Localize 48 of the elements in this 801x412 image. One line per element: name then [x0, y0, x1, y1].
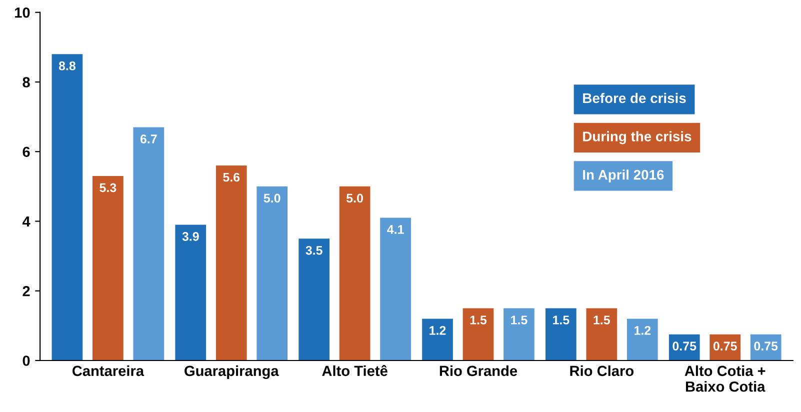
data-label: 5.0: [346, 194, 363, 203]
bar: [504, 308, 534, 360]
data-label: 1.5: [594, 316, 610, 324]
x-tick-label: Rio Claro: [570, 365, 634, 376]
bar: [256, 186, 288, 360]
bar: [546, 308, 576, 360]
data-label: 3.9: [182, 232, 199, 241]
x-tick-label: Guarapiranga: [184, 365, 279, 380]
data-label: 3.5: [306, 246, 322, 255]
data-label: 0.75: [754, 342, 778, 351]
y-tick-label: 8: [22, 77, 30, 88]
data-label: 8.8: [58, 61, 76, 70]
text: In April 2016: [583, 170, 664, 182]
bar: [380, 218, 411, 360]
data-label: 0.75: [672, 342, 696, 351]
bar: [586, 308, 618, 360]
data-label: 6.7: [140, 134, 157, 144]
x-tick-label: Alto Cotia + Baixo Cotia: [684, 365, 766, 392]
bar: [422, 318, 453, 360]
bar: [339, 186, 370, 360]
bar: [462, 308, 494, 360]
bar: [298, 238, 330, 360]
y-tick-label: 10: [15, 7, 30, 18]
data-label: 5.0: [264, 194, 280, 203]
x-tick-label: Cantareira: [72, 365, 144, 376]
x-tick-label: Alto Tietê: [322, 365, 388, 376]
data-label: 1.5: [553, 316, 570, 324]
y-tick-label: 4: [22, 216, 30, 227]
bar: [626, 318, 658, 360]
data-label: 1.2: [430, 326, 446, 335]
x-tick-label: Rio Grande: [440, 365, 518, 376]
bar: [92, 176, 124, 360]
bar: [52, 54, 83, 360]
bar: [216, 166, 247, 360]
data-label: 4.1: [387, 225, 404, 234]
text: During the crisis: [583, 131, 692, 144]
bar: [175, 224, 206, 360]
data-label: 0.75: [713, 342, 737, 351]
bar: [133, 127, 164, 360]
text: Before de crisis: [583, 92, 686, 104]
y-tick-label: 6: [22, 146, 30, 158]
data-label: 5.3: [100, 183, 116, 192]
y-tick-label: 0: [22, 356, 30, 366]
data-label: 1.2: [634, 326, 651, 335]
data-label: 1.5: [511, 316, 528, 324]
y-tick-label: 2: [22, 286, 30, 296]
data-label: 1.5: [470, 316, 487, 324]
data-label: 5.6: [223, 172, 240, 182]
